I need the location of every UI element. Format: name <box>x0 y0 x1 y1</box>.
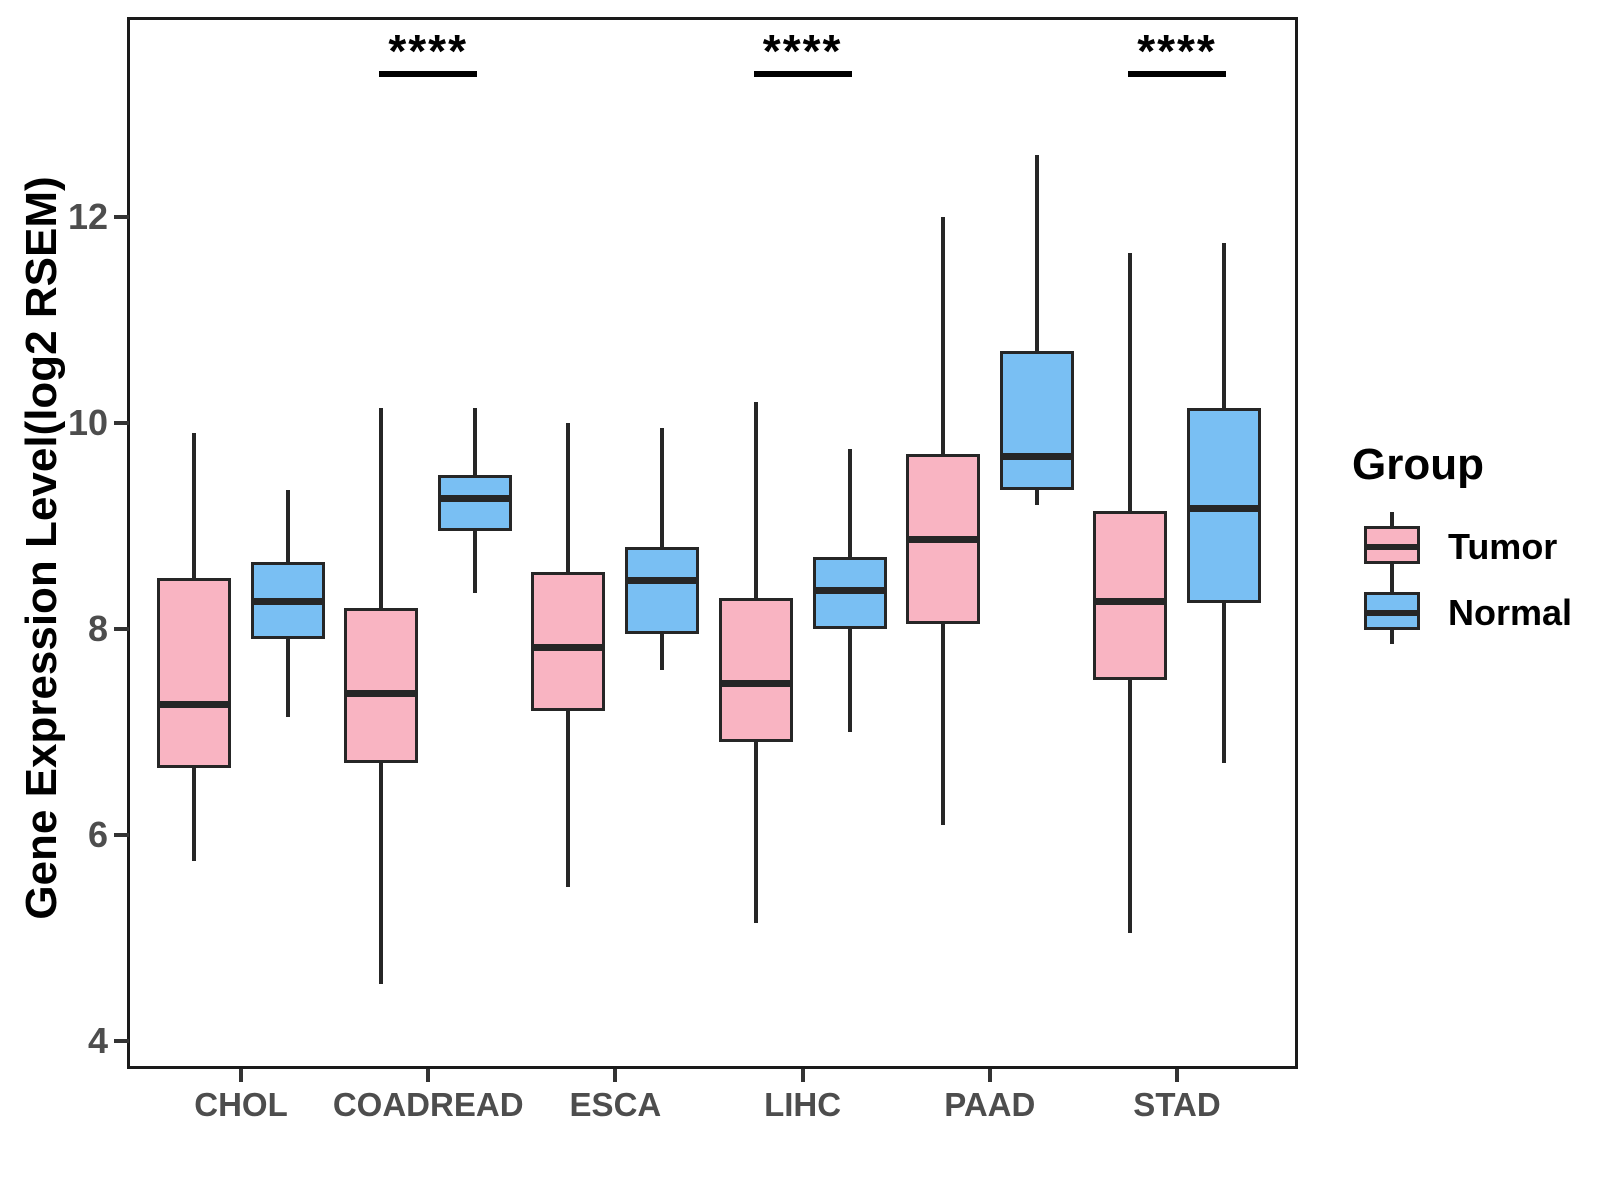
significance-stars-LIHC: **** <box>762 25 843 77</box>
box-normal-STAD <box>1187 407 1261 604</box>
legend-label-tumor: Tumor <box>1448 526 1558 567</box>
y-tick-label-4: 4 <box>87 1020 108 1061</box>
y-tick-mark-4 <box>114 1039 129 1043</box>
y-axis-title: Gene Expression Level(log2 RSEM) <box>17 176 66 920</box>
median-tumor-STAD <box>1096 597 1164 605</box>
box-normal-PAAD <box>999 350 1074 490</box>
x-tick-label-COADREAD: COADREAD <box>332 1086 524 1123</box>
tumor-boxplot-swatch-icon <box>1364 512 1420 578</box>
median-tumor-CHOL <box>160 700 228 708</box>
legend-item-tumor: Tumor <box>1330 512 1590 582</box>
y-tick-mark-10 <box>114 421 129 425</box>
x-tick-mark-COADREAD <box>426 1069 431 1082</box>
box-tumor-CHOL <box>157 577 231 769</box>
median-tumor-PAAD <box>908 535 977 543</box>
x-tick-mark-STAD <box>1175 1069 1179 1082</box>
median-normal-LIHC <box>815 587 884 595</box>
y-tick-mark-8 <box>114 627 129 631</box>
x-tick-label-PAAD: PAAD <box>944 1086 1036 1123</box>
box-normal-COADREAD <box>438 474 513 532</box>
significance-bar-LIHC <box>753 71 852 77</box>
significance-stars-STAD: **** <box>1137 25 1217 77</box>
box-normal-CHOL <box>251 562 325 640</box>
x-tick-mark-PAAD <box>987 1069 992 1082</box>
x-tick-mark-CHOL <box>239 1069 243 1082</box>
x-tick-label-STAD: STAD <box>1133 1086 1221 1123</box>
box-tumor-LIHC <box>718 598 793 743</box>
significance-bar-STAD <box>1128 71 1226 77</box>
y-tick-label-12: 12 <box>67 196 108 237</box>
significance-stars-COADREAD: **** <box>388 25 468 77</box>
median-tumor-COADREAD <box>347 690 416 698</box>
x-tick-mark-ESCA <box>613 1069 618 1082</box>
significance-bar-COADREAD <box>379 71 478 77</box>
whisker-normal-PAAD <box>1034 155 1039 506</box>
box-tumor-PAAD <box>905 453 980 624</box>
y-tick-mark-6 <box>114 833 129 837</box>
box-normal-ESCA <box>625 546 700 635</box>
legend-title: Group <box>1352 440 1484 489</box>
x-tick-label-LIHC: LIHC <box>764 1086 842 1123</box>
x-tick-label-CHOL: CHOL <box>194 1086 288 1123</box>
median-normal-STAD <box>1190 504 1258 512</box>
box-tumor-COADREAD <box>344 608 419 763</box>
box-tumor-STAD <box>1093 510 1167 681</box>
y-tick-label-10: 10 <box>67 402 108 443</box>
box-normal-LIHC <box>812 556 887 629</box>
x-tick-mark-LIHC <box>800 1069 805 1082</box>
x-tick-label-ESCA: ESCA <box>569 1086 662 1123</box>
legend-item-normal: Normal <box>1330 578 1590 648</box>
box-tumor-ESCA <box>531 572 606 712</box>
normal-boxplot-swatch-icon <box>1364 578 1420 644</box>
legend-label-normal: Normal <box>1448 592 1573 633</box>
median-normal-COADREAD <box>441 494 510 502</box>
y-tick-label-6: 6 <box>87 814 108 855</box>
median-tumor-ESCA <box>534 643 603 651</box>
median-normal-PAAD <box>1002 453 1071 461</box>
y-tick-label-8: 8 <box>87 608 108 649</box>
y-tick-mark-12 <box>114 215 129 219</box>
median-normal-CHOL <box>254 597 322 605</box>
median-normal-ESCA <box>628 576 697 584</box>
median-tumor-LIHC <box>721 679 790 687</box>
